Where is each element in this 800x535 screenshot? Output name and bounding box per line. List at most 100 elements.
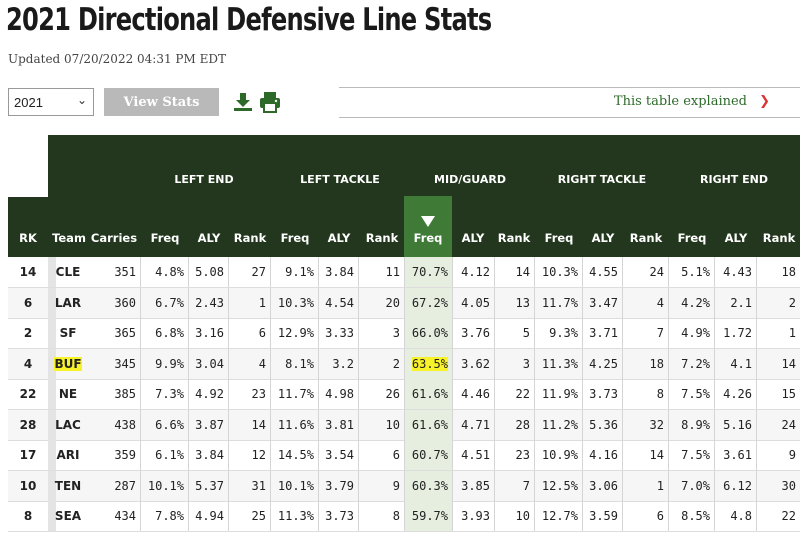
cell-value: 59.7% xyxy=(411,509,448,523)
cell-team[interactable]: CLE xyxy=(48,257,88,287)
cell-mg-freq: 59.7% xyxy=(404,501,452,531)
cell-value: SF xyxy=(59,326,77,340)
cell-re-rank: 18 xyxy=(756,257,800,287)
season-select-value: 2021 xyxy=(14,95,43,110)
cell-rt-rank: 24 xyxy=(622,257,668,287)
cell-lt-aly: 3.73 xyxy=(318,501,358,531)
cell-team[interactable]: LAC xyxy=(48,410,88,440)
view-stats-button[interactable]: View Stats xyxy=(104,88,219,116)
col-le-freq[interactable]: Freq xyxy=(150,231,180,245)
cell-value: 4.46 xyxy=(461,387,490,401)
col-re-rank[interactable]: Rank xyxy=(762,231,796,245)
cell-rt-aly: 4.25 xyxy=(582,348,622,379)
cell-rt-freq: 12.7% xyxy=(534,501,582,531)
cell-value: 63.5% xyxy=(411,356,448,371)
row-divider xyxy=(48,379,56,409)
cell-value: 9.9% xyxy=(155,356,184,371)
cell-le-rank: 4 xyxy=(228,348,270,379)
cell-value: 11.7% xyxy=(277,387,314,401)
cell-re-aly: 4.8 xyxy=(714,501,756,531)
cell-team[interactable]: LAR xyxy=(48,288,88,318)
cell-value: 6 xyxy=(258,326,266,340)
updated-timestamp: Updated 07/20/2022 04:31 PM EDT xyxy=(8,52,226,66)
col-lt-freq[interactable]: Freq xyxy=(280,231,310,245)
col-mg-rank[interactable]: Rank xyxy=(497,231,531,245)
cell-lt-freq: 9.1% xyxy=(270,257,318,287)
cell-lt-aly: 3.84 xyxy=(318,257,358,287)
col-rank[interactable]: RK xyxy=(19,231,37,245)
cell-lt-aly: 3.54 xyxy=(318,440,358,470)
col-le-rank[interactable]: Rank xyxy=(233,231,267,245)
cell-value: 12.7% xyxy=(541,509,578,523)
cell-le-rank: 23 xyxy=(228,379,270,409)
col-rt-aly[interactable]: ALY xyxy=(591,231,615,245)
table-row: 14 CLE 351 4.8% 5.08 27 9.1% 3.84 11 70.7% 4.12 14 1… xyxy=(8,257,800,288)
cell-value: 3.73 xyxy=(589,387,618,401)
col-rt-rank[interactable]: Rank xyxy=(629,231,663,245)
cell-value: 3.06 xyxy=(589,478,618,493)
cell-mg-rank: 13 xyxy=(494,287,534,318)
cell-team[interactable]: TEN xyxy=(48,471,88,501)
cell-carries: 365 xyxy=(88,318,140,348)
col-team[interactable]: Team xyxy=(52,231,86,245)
cell-rank: 22 xyxy=(8,379,48,409)
cell-le-rank: 27 xyxy=(228,257,270,287)
col-mg-freq[interactable]: Freq xyxy=(404,196,452,257)
cell-value: 4.2% xyxy=(681,295,710,310)
cell-re-freq: 7.5% xyxy=(668,379,714,409)
row-divider xyxy=(48,501,56,531)
col-carries[interactable]: Carries xyxy=(90,231,138,245)
table-row: 22 NE 385 7.3% 4.92 23 11.7% 4.98 26 61.6% 4.46 22 1… xyxy=(8,379,800,410)
cell-le-aly: 2.43 xyxy=(188,287,228,318)
cell-rt-rank: 32 xyxy=(622,409,668,440)
printer-icon[interactable] xyxy=(259,91,281,113)
cell-value: 365 xyxy=(114,326,136,340)
col-rt-freq[interactable]: Freq xyxy=(544,231,574,245)
col-lt-rank[interactable]: Rank xyxy=(365,231,399,245)
cell-lt-aly: 3.81 xyxy=(318,409,358,440)
col-re-aly[interactable]: ALY xyxy=(724,231,748,245)
cell-team[interactable]: BUF xyxy=(48,349,88,379)
cell-le-aly: 4.94 xyxy=(188,501,228,531)
cell-value: 2 xyxy=(788,295,796,310)
cell-rt-aly: 3.59 xyxy=(582,501,622,531)
cell-value: 5.36 xyxy=(589,417,618,432)
cell-value: 2.1 xyxy=(730,295,752,310)
cell-value: 4.55 xyxy=(589,265,618,279)
cell-lt-freq: 11.6% xyxy=(270,409,318,440)
cell-team[interactable]: SEA xyxy=(48,501,88,531)
cell-value: 28 xyxy=(19,417,37,432)
cell-re-freq: 8.9% xyxy=(668,409,714,440)
cell-lt-aly: 3.79 xyxy=(318,470,358,501)
cell-rt-aly: 3.06 xyxy=(582,470,622,501)
season-select[interactable]: 2021 ⌄ xyxy=(8,88,94,116)
cell-le-freq: 7.8% xyxy=(140,501,188,531)
cell-value: 7.5% xyxy=(681,387,710,401)
cell-rank: 10 xyxy=(8,471,48,501)
col-mg-aly[interactable]: ALY xyxy=(461,231,485,245)
cell-re-rank: 30 xyxy=(756,470,800,501)
cell-value: 11.3% xyxy=(277,509,314,523)
cell-mg-aly: 3.76 xyxy=(452,318,494,348)
download-icon[interactable] xyxy=(232,91,254,113)
cell-value: 4 xyxy=(23,356,33,371)
cell-le-freq: 6.7% xyxy=(140,287,188,318)
cell-team[interactable]: SF xyxy=(48,318,88,348)
cell-team[interactable]: NE xyxy=(48,379,88,409)
cell-mg-freq: 60.7% xyxy=(404,440,452,470)
cell-value: 30 xyxy=(781,478,796,493)
table-explained-toggle[interactable]: This table explained ❯ xyxy=(339,87,800,118)
col-re-freq[interactable]: Freq xyxy=(677,231,707,245)
cell-value: 3.62 xyxy=(461,356,490,371)
cell-value: 61.6% xyxy=(411,387,448,401)
cell-value: 3.73 xyxy=(325,509,354,523)
cell-value: 3.84 xyxy=(325,265,354,279)
cell-value: 10.3% xyxy=(277,295,314,310)
cell-mg-aly: 3.62 xyxy=(452,348,494,379)
cell-mg-aly: 4.46 xyxy=(452,379,494,409)
cell-value: 10.1% xyxy=(277,478,314,493)
col-lt-aly[interactable]: ALY xyxy=(327,231,351,245)
col-le-aly[interactable]: ALY xyxy=(197,231,221,245)
cell-team[interactable]: ARI xyxy=(48,440,88,470)
cell-value: 15 xyxy=(781,387,796,401)
